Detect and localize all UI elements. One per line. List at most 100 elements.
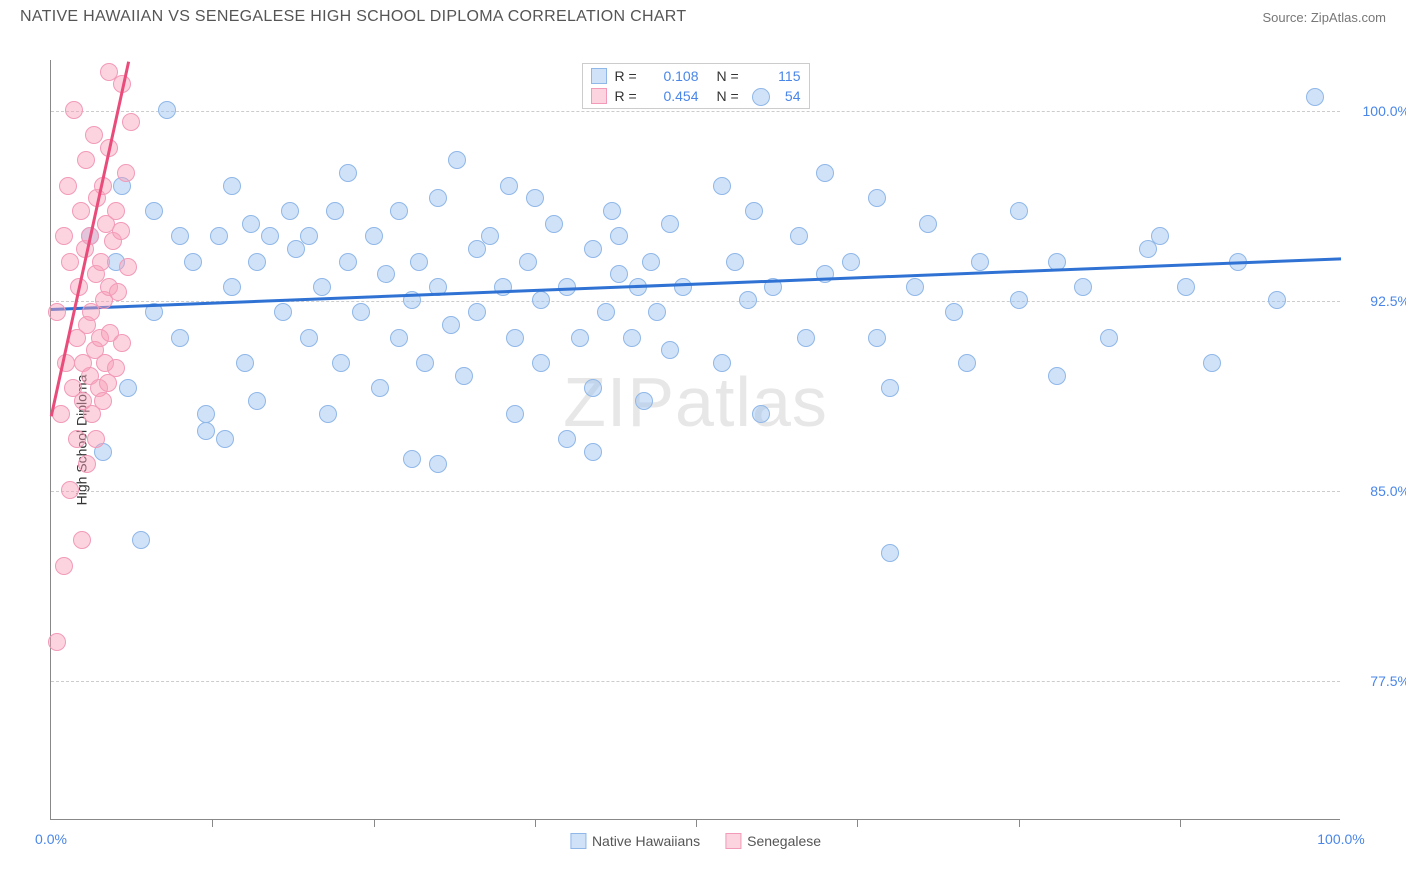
scatter-point (610, 227, 628, 245)
scatter-point (223, 177, 241, 195)
scatter-point (107, 202, 125, 220)
scatter-point (1177, 278, 1195, 296)
scatter-point (55, 557, 73, 575)
y-tick-label: 77.5% (1350, 673, 1406, 689)
scatter-point (1010, 202, 1028, 220)
scatter-point (610, 265, 628, 283)
scatter-point (171, 329, 189, 347)
scatter-point (1048, 367, 1066, 385)
scatter-point (416, 354, 434, 372)
scatter-point (713, 354, 731, 372)
scatter-point (635, 392, 653, 410)
x-tick (1180, 819, 1181, 827)
scatter-point (100, 63, 118, 81)
scatter-point (906, 278, 924, 296)
scatter-point (429, 455, 447, 473)
scatter-point (171, 227, 189, 245)
legend-swatch (570, 833, 586, 849)
legend-swatch (725, 833, 741, 849)
scatter-point (506, 405, 524, 423)
scatter-point (223, 278, 241, 296)
scatter-point (455, 367, 473, 385)
legend-r-label: R = (615, 68, 643, 84)
x-tick (857, 819, 858, 827)
scatter-point (623, 329, 641, 347)
scatter-point (842, 253, 860, 271)
scatter-point (352, 303, 370, 321)
scatter-point (1010, 291, 1028, 309)
scatter-point (1268, 291, 1286, 309)
scatter-point (816, 265, 834, 283)
legend-swatch (591, 68, 607, 84)
series-legend: Native Hawaiians Senegalese (570, 833, 821, 849)
scatter-point (184, 253, 202, 271)
scatter-point (1151, 227, 1169, 245)
scatter-point (584, 379, 602, 397)
scatter-point (1100, 329, 1118, 347)
y-tick-label: 100.0% (1350, 103, 1406, 119)
legend-n-value: 115 (753, 68, 801, 84)
scatter-point (107, 359, 125, 377)
chart-source: Source: ZipAtlas.com (1262, 10, 1386, 25)
scatter-point (868, 189, 886, 207)
scatter-point (797, 329, 815, 347)
gridline-horizontal (51, 491, 1340, 492)
scatter-point (61, 253, 79, 271)
x-tick (1019, 819, 1020, 827)
scatter-point (410, 253, 428, 271)
scatter-point (65, 101, 83, 119)
scatter-point (113, 334, 131, 352)
scatter-point (197, 422, 215, 440)
scatter-point (506, 329, 524, 347)
scatter-point (85, 126, 103, 144)
scatter-point (661, 215, 679, 233)
chart-header: NATIVE HAWAIIAN VS SENEGALESE HIGH SCHOO… (0, 0, 1406, 30)
x-tick-label: 100.0% (1317, 831, 1364, 847)
x-tick (212, 819, 213, 827)
scatter-point (365, 227, 383, 245)
scatter-point (726, 253, 744, 271)
scatter-point (122, 113, 140, 131)
scatter-point (313, 278, 331, 296)
scatter-point (319, 405, 337, 423)
scatter-point (332, 354, 350, 372)
scatter-point (881, 379, 899, 397)
scatter-point (48, 633, 66, 651)
scatter-point (1203, 354, 1221, 372)
legend-n-label: N = (717, 88, 745, 104)
scatter-point (919, 215, 937, 233)
gridline-horizontal (51, 681, 1340, 682)
scatter-point (371, 379, 389, 397)
scatter-point (390, 202, 408, 220)
scatter-point (87, 430, 105, 448)
legend-item: Native Hawaiians (570, 833, 700, 849)
scatter-point (584, 443, 602, 461)
scatter-point (59, 177, 77, 195)
legend-row: R =0.108N =115 (591, 66, 801, 86)
scatter-point (571, 329, 589, 347)
scatter-point (119, 258, 137, 276)
scatter-point (494, 278, 512, 296)
scatter-point (868, 329, 886, 347)
scatter-point (526, 189, 544, 207)
legend-n-label: N = (717, 68, 745, 84)
scatter-point (132, 531, 150, 549)
scatter-point (442, 316, 460, 334)
scatter-point (603, 202, 621, 220)
scatter-point (448, 151, 466, 169)
y-tick-label: 85.0% (1350, 483, 1406, 499)
legend-label: Native Hawaiians (592, 833, 700, 849)
gridline-horizontal (51, 111, 1340, 112)
scatter-point (145, 202, 163, 220)
scatter-point (48, 303, 66, 321)
scatter-point (300, 227, 318, 245)
scatter-point (68, 430, 86, 448)
scatter-point (119, 379, 137, 397)
scatter-point (339, 253, 357, 271)
scatter-point (109, 283, 127, 301)
scatter-point (790, 227, 808, 245)
scatter-point (958, 354, 976, 372)
legend-item: Senegalese (725, 833, 821, 849)
scatter-point (390, 329, 408, 347)
scatter-point (326, 202, 344, 220)
